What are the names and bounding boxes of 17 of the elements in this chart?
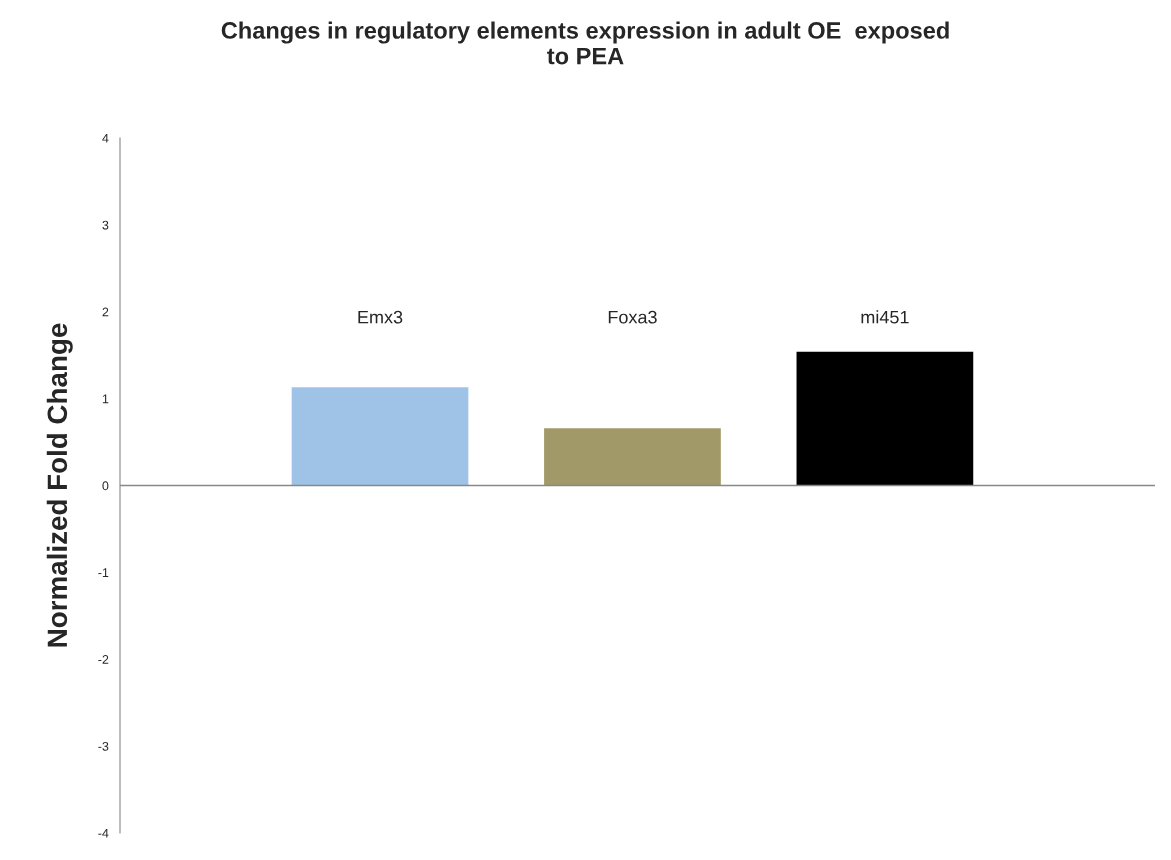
y-tick-label: -1 [98, 568, 109, 577]
bar [544, 428, 721, 486]
x-tick-label: Foxa3 [608, 310, 657, 324]
y-tick-label: -3 [98, 741, 109, 751]
y-tick-label: 4 [102, 133, 109, 143]
y-tick-label: 3 [102, 220, 109, 230]
y-tick-label: -4 [98, 828, 109, 838]
bar [796, 351, 974, 486]
y-tick-label: 1 [102, 394, 109, 404]
y-tick-label: 2 [102, 307, 109, 317]
chart-title: Changes in regulatory elements expression in adult OE exposed to PEA [221, 21, 949, 65]
y-axis-title: Normalized Fold Change [46, 323, 73, 647]
bar [291, 387, 469, 486]
y-tick-label: -2 [98, 655, 109, 664]
y-tick-label: 0 [102, 481, 109, 491]
x-tick-label: Emx3 [358, 310, 403, 324]
x-tick-label: mi451 [861, 310, 909, 324]
